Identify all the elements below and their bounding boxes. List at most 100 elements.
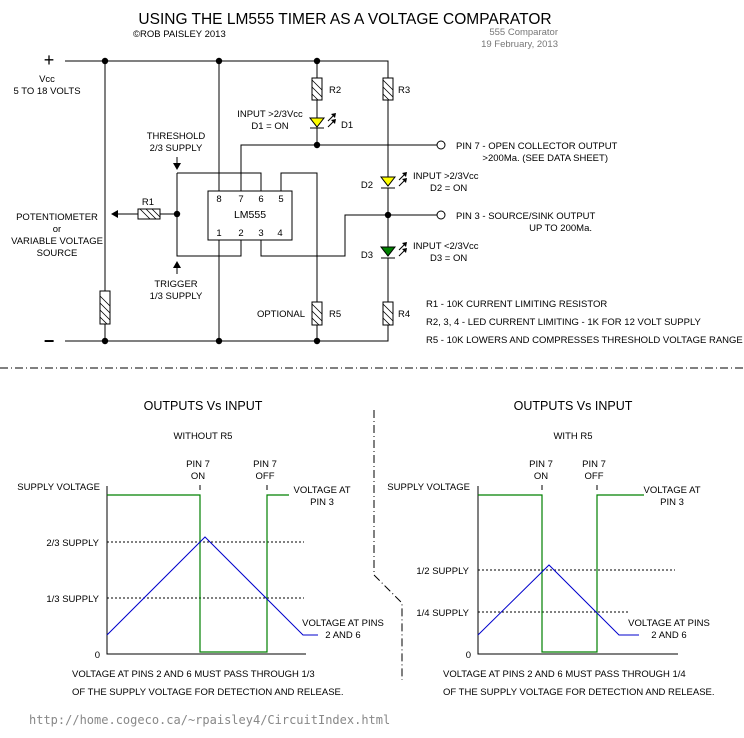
zero-label: 0	[95, 650, 100, 661]
pin3-output-label-2: UP TO 200Ma.	[529, 223, 592, 234]
supply-voltage-label: SUPPLY VOLTAGE	[387, 482, 470, 493]
r5-label: R5	[329, 309, 341, 320]
pin7-on-label-1: PIN 7	[186, 459, 210, 470]
circuit: + − Vcc 5 TO 18 VOLTS POTENTIOMETER or V…	[11, 50, 743, 351]
level-high-label: 2/3 SUPPLY	[46, 538, 99, 549]
doc-date: 19 February, 2013	[481, 39, 558, 50]
optional-label: OPTIONAL	[257, 309, 305, 320]
pin3-output-trace	[478, 494, 644, 653]
negative-rail	[65, 325, 389, 342]
r1-label: R1	[142, 197, 154, 208]
r4-label: R4	[398, 309, 410, 320]
graph-axes	[477, 486, 678, 655]
led-d2	[379, 172, 407, 189]
note-r234: R2, 3, 4 - LED CURRENT LIMITING - 1K FOR…	[426, 317, 702, 328]
pin7-on-label-1: PIN 7	[529, 459, 553, 470]
pin7-tick-marks	[199, 485, 268, 490]
led-d3	[379, 242, 407, 259]
pin7-output-terminal	[436, 140, 446, 150]
junction-dots	[101, 57, 392, 345]
resistor-r5	[311, 301, 323, 326]
pin3-output-terminal	[436, 210, 446, 220]
pin7-on-label-2: ON	[534, 471, 548, 482]
supply-voltage-label: SUPPLY VOLTAGE	[17, 482, 100, 493]
caption-line-2: OF THE SUPPLY VOLTAGE FOR DETECTION AND …	[443, 687, 715, 698]
trigger-arrow-icon	[173, 261, 181, 268]
graph-subheading: WITHOUT R5	[174, 431, 233, 442]
lm555-chip	[207, 190, 293, 241]
d3-note-1: INPUT <2/3Vcc	[413, 241, 479, 252]
chip-label: LM555	[234, 209, 266, 221]
graph-with-r5: OUTPUTS Vs INPUT WITH R5 PIN 7 ON PIN 7 …	[387, 399, 714, 698]
pins26-input-trace	[477, 564, 639, 636]
pin7-off-label-1: PIN 7	[582, 459, 606, 470]
d1-label: D1	[341, 120, 353, 131]
pin3-wire	[260, 214, 437, 257]
vcc-range-label: 5 TO 18 VOLTS	[13, 86, 80, 97]
d2-note-2: D2 = ON	[430, 183, 467, 194]
pins26-trace-label-2: 2 AND 6	[651, 630, 686, 641]
d3-label: D3	[361, 250, 373, 261]
graph-heading: OUTPUTS Vs INPUT	[514, 399, 633, 413]
resistor-r3	[382, 77, 394, 101]
pin-3: 3	[258, 228, 263, 239]
level-low-label: 1/3 SUPPLY	[46, 594, 99, 605]
vcc-label: Vcc	[39, 74, 55, 85]
pot-label-3: VARIABLE VOLTAGE	[11, 236, 103, 247]
copyright: ©ROB PAISLEY 2013	[133, 29, 226, 40]
d2-note-1: INPUT >2/3Vcc	[413, 171, 479, 182]
pins26-trace-label-1: VOLTAGE AT PINS	[302, 618, 384, 629]
threshold-arrow-icon	[173, 163, 181, 170]
d1-note-2: D1 = ON	[251, 121, 288, 132]
pin-4: 4	[277, 228, 282, 239]
pot-label-1: POTENTIOMETER	[16, 212, 98, 223]
level-high-label: 1/2 SUPPLY	[416, 566, 469, 577]
r2-label: R2	[329, 85, 341, 96]
pin7-output-label-1: PIN 7 - OPEN COLLECTOR OUTPUT	[456, 141, 618, 152]
pin-8: 8	[216, 194, 221, 205]
pin7-off-label-1: PIN 7	[253, 459, 277, 470]
pin3-trace-label-2: PIN 3	[310, 497, 334, 508]
plus-terminal: +	[44, 50, 55, 70]
graph-heading: OUTPUTS Vs INPUT	[144, 399, 263, 413]
pin7-off-label-2: OFF	[585, 471, 604, 482]
graph-axes	[106, 486, 306, 655]
pin-7: 7	[238, 194, 243, 205]
level-low-label: 1/4 SUPPLY	[416, 608, 469, 619]
page-title: USING THE LM555 TIMER AS A VOLTAGE COMPA…	[138, 11, 551, 28]
threshold-label-2: 2/3 SUPPLY	[150, 143, 203, 154]
d1-note-1: INPUT >2/3Vcc	[237, 109, 303, 120]
pin7-on-label-2: ON	[191, 471, 205, 482]
vertical-divider	[373, 410, 403, 680]
threshold-levels	[478, 569, 675, 613]
pot-label-2: or	[53, 224, 61, 235]
pin3-trace-label-1: VOLTAGE AT	[293, 485, 350, 496]
d2-label: D2	[361, 180, 373, 191]
positive-rail	[65, 60, 389, 78]
pin3-trace-label-1: VOLTAGE AT	[643, 485, 700, 496]
potentiometer	[99, 210, 135, 325]
r3-label: R3	[398, 85, 410, 96]
resistor-r4	[382, 301, 394, 326]
threshold-levels	[107, 541, 304, 599]
trigger-label-1: TRIGGER	[154, 279, 197, 290]
caption-line-2: OF THE SUPPLY VOLTAGE FOR DETECTION AND …	[72, 687, 344, 698]
trigger-label-2: 1/3 SUPPLY	[150, 291, 203, 302]
pin-5: 5	[278, 194, 283, 205]
source-url-link[interactable]: http://home.cogeco.ca/~rpaisley4/Circuit…	[29, 713, 390, 727]
pin7-output-label-2: >200Ma. (SEE DATA SHEET)	[482, 153, 608, 164]
doc-name: 555 Comparator	[489, 27, 558, 38]
led-d1	[308, 113, 336, 129]
resistor-r1	[137, 208, 161, 220]
pins26-trace-label-1: VOLTAGE AT PINS	[628, 618, 710, 629]
d3-note-2: D3 = ON	[430, 253, 467, 264]
resistor-r2	[311, 77, 323, 101]
note-r5: R5 - 10K LOWERS AND COMPRESSES THRESHOLD…	[426, 335, 743, 346]
pin-1: 1	[216, 228, 221, 239]
graph-subheading: WITH R5	[553, 431, 592, 442]
pin7-wire	[240, 144, 437, 191]
pin7-tick-marks	[541, 485, 598, 490]
threshold-label-1: THRESHOLD	[147, 131, 206, 142]
pin-2: 2	[238, 228, 243, 239]
